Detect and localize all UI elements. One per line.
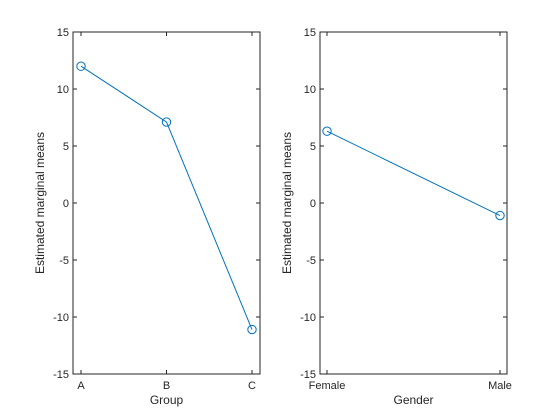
gender-y-tick-label: -5 xyxy=(306,255,316,267)
gender-x-tick-label: Male xyxy=(488,380,512,392)
gender-y-axis-label: Estimated marginal means xyxy=(280,132,294,274)
group-axes-box xyxy=(72,31,261,375)
gender-y-tick-label: 10 xyxy=(304,84,316,96)
gender-series-line xyxy=(326,130,501,216)
group-series-line xyxy=(80,65,253,330)
gender-y-tick-label: 15 xyxy=(304,27,316,39)
group-marker-B xyxy=(161,117,172,127)
group-marker-C xyxy=(247,324,257,335)
gender-y-tick-label: -15 xyxy=(300,369,316,381)
group-y-tick-label: 0 xyxy=(63,198,69,210)
gender-x-tick-label: Female xyxy=(309,380,346,392)
group-x-axis-label: Group xyxy=(150,393,184,407)
group-y-tick-label: 10 xyxy=(57,84,69,96)
group-x-tick-label: A xyxy=(77,380,85,392)
group-x-tick-label: C xyxy=(248,380,256,392)
gender-y-tick-label: 5 xyxy=(310,141,316,153)
group-y-tick-label: 15 xyxy=(57,27,69,39)
gender-axes-box xyxy=(319,31,508,375)
gender-marker-Male xyxy=(495,210,505,221)
group-x-tick-label: B xyxy=(163,380,170,392)
gender-y-tick-label: 0 xyxy=(310,198,316,210)
group-y-tick-label: -10 xyxy=(53,312,69,324)
gender-y-tick-label: -10 xyxy=(300,312,316,324)
group-y-tick-label: -5 xyxy=(59,255,69,267)
group-marker-A xyxy=(76,61,86,71)
chart-group-means: 15 10 5 0 -5 -10 -15 A B C Group Estimated marginal… xyxy=(33,27,261,407)
group-y-tick-label: -15 xyxy=(53,369,69,381)
group-y-tick-label: 5 xyxy=(63,141,69,153)
gender-x-axis-label: Gender xyxy=(393,393,433,407)
gender-marker-Female xyxy=(322,126,332,136)
group-y-axis-label: Estimated marginal means xyxy=(33,132,47,274)
